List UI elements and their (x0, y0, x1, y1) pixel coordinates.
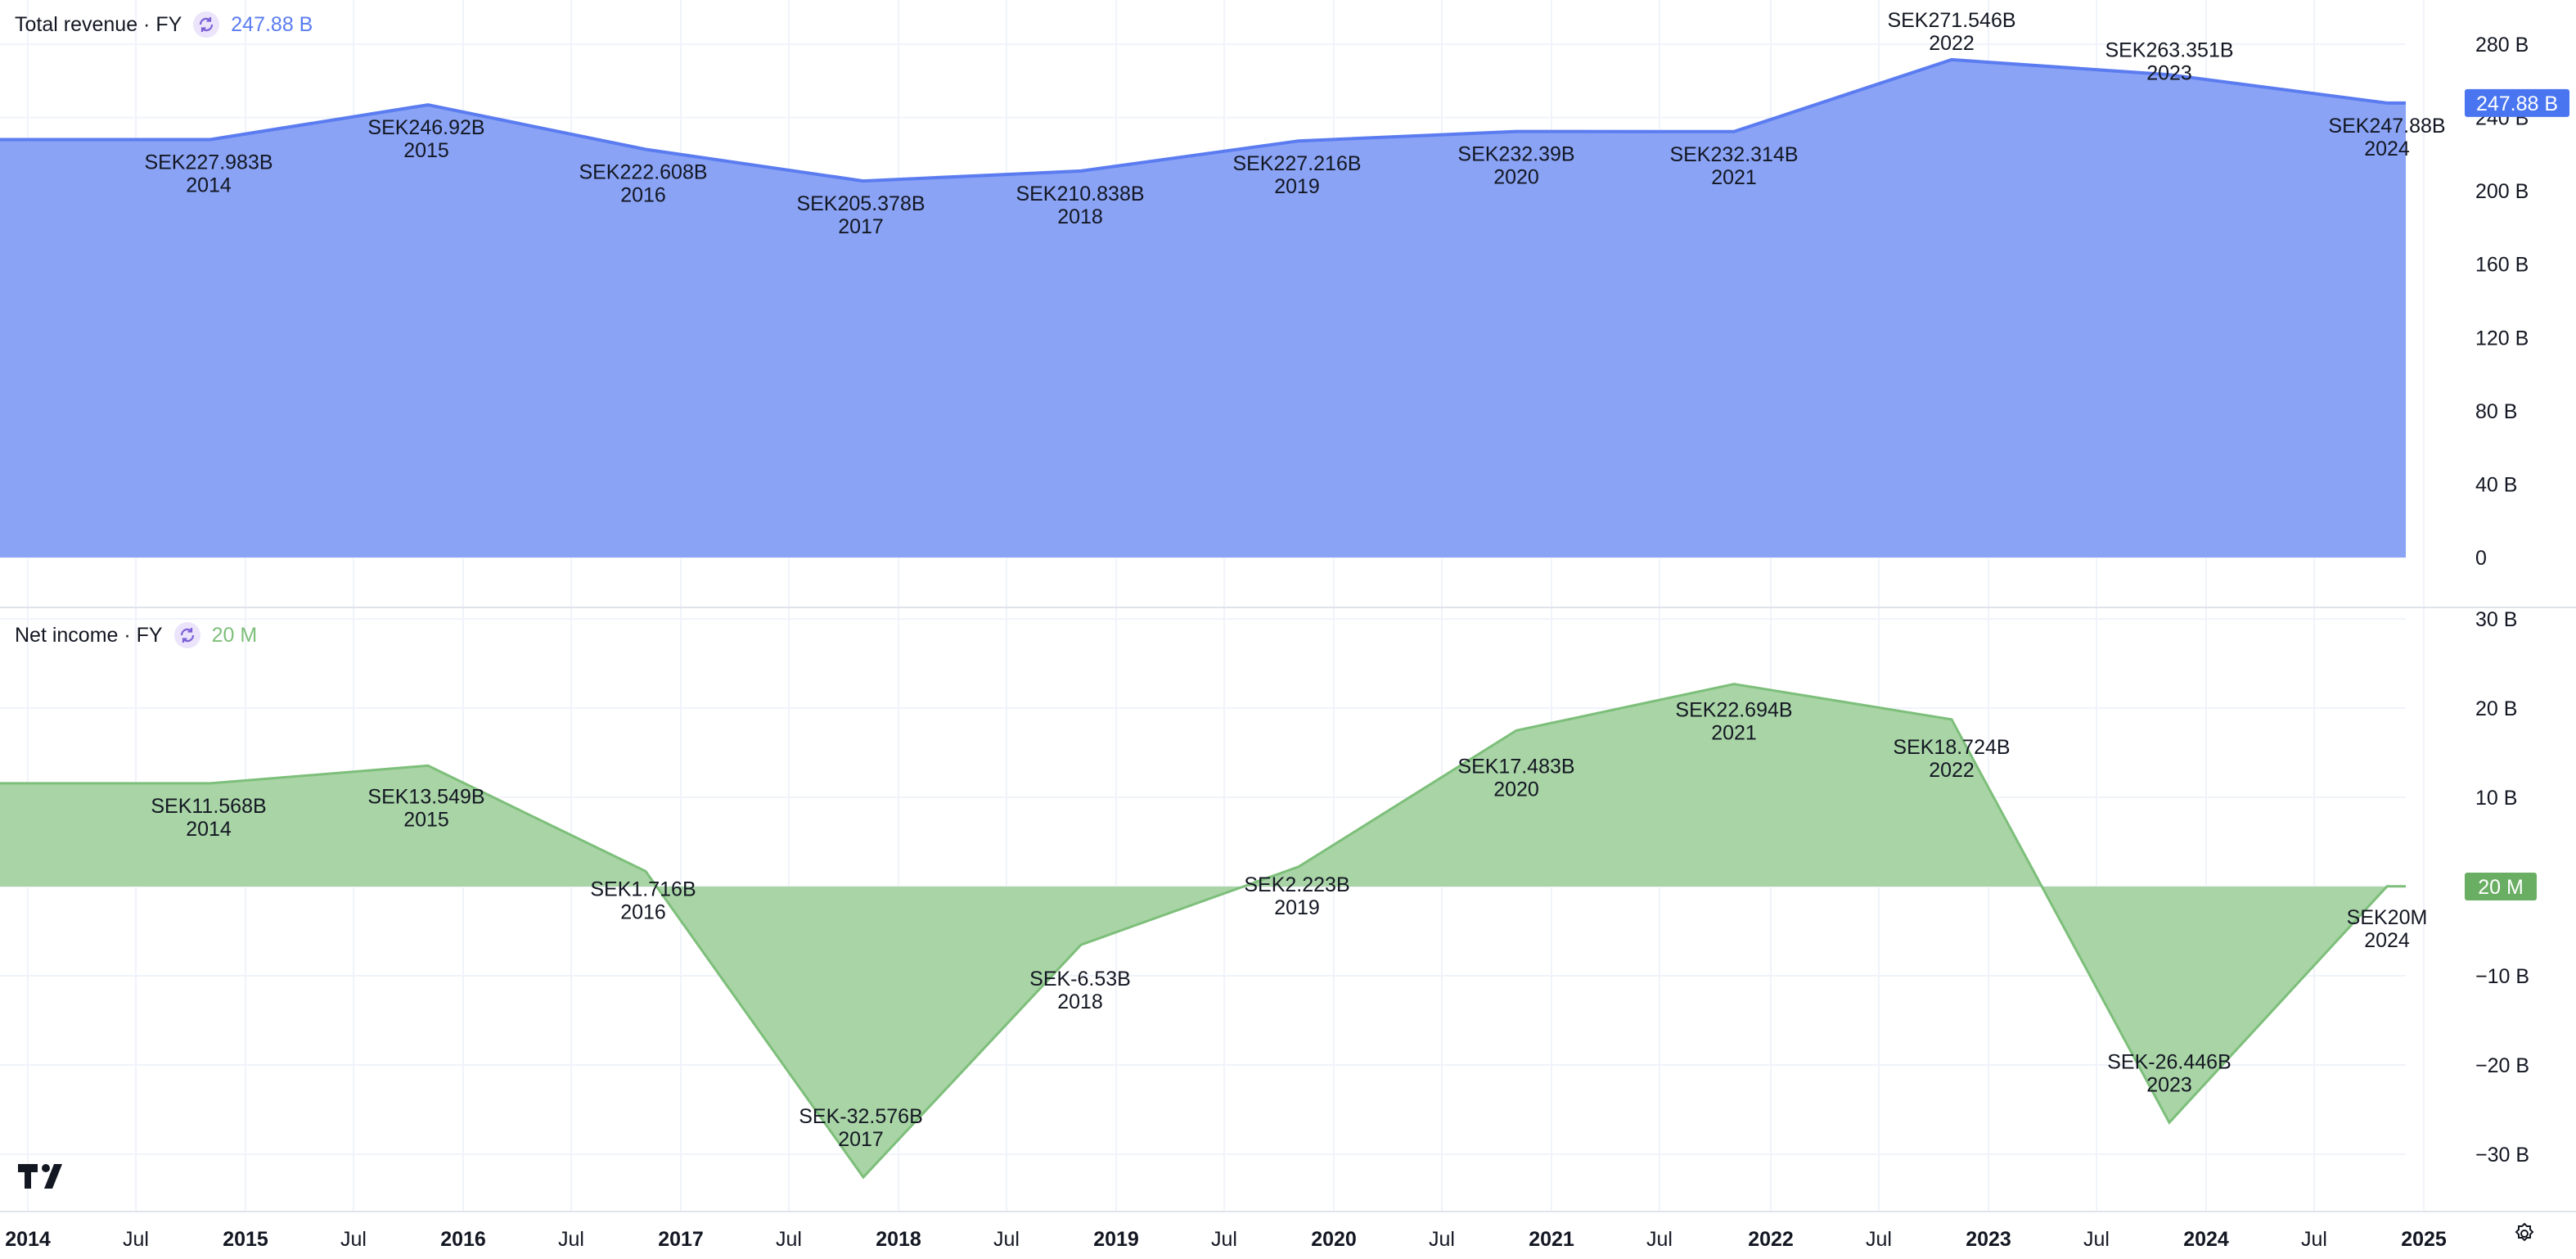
revenue-year-label: 2014 (186, 174, 232, 196)
y-tick-label: −30 B (2475, 1144, 2529, 1166)
x-tick-label: 2020 (1311, 1228, 1357, 1251)
net-income-data-label: SEK1.716B (590, 878, 696, 900)
revenue-legend-title: Total revenue · FY (15, 12, 182, 36)
net-income-data-label: SEK-26.446B (2107, 1050, 2231, 1073)
x-tick-label: Jul (776, 1228, 802, 1251)
x-tick-label: Jul (558, 1228, 584, 1251)
revenue-data-label: SEK247.88B (2328, 115, 2445, 138)
revenue-year-label: 2022 (1929, 32, 1975, 55)
x-tick-label: 2016 (440, 1228, 486, 1251)
revenue-legend: Total revenue · FY 247.88 B (15, 11, 313, 38)
revenue-area (0, 59, 2406, 557)
y-tick-label: 80 B (2475, 400, 2517, 423)
sync-icon[interactable] (173, 622, 200, 648)
net-income-line (0, 683, 2406, 1180)
revenue-year-label: 2020 (1493, 166, 1539, 189)
settings-gear-icon[interactable] (2512, 1221, 2537, 1250)
net-income-data-label: SEK20M (2347, 906, 2428, 929)
y-tick-label: 10 B (2475, 787, 2517, 810)
revenue-year-label: 2015 (403, 139, 449, 162)
revenue-price-badge-text: 247.88 B (2476, 93, 2558, 115)
revenue-data-label: SEK246.92B (367, 116, 484, 139)
net-income-year-label: 2015 (403, 808, 449, 831)
sync-icon[interactable] (193, 11, 220, 38)
y-tick-label: −20 B (2475, 1054, 2529, 1077)
x-tick-label: Jul (340, 1228, 367, 1251)
x-tick-label: Jul (1429, 1228, 1455, 1251)
revenue-year-label: 2024 (2364, 138, 2410, 160)
revenue-data-label: SEK271.546B (1887, 9, 2015, 32)
y-tick-label: 40 B (2475, 473, 2517, 496)
net-income-data-label: SEK-6.53B (1029, 968, 1131, 991)
x-tick-label: 2021 (1529, 1228, 1574, 1251)
revenue-data-label: SEK232.314B (1669, 143, 1798, 166)
x-tick-label: 2018 (876, 1228, 921, 1251)
net-income-year-label: 2018 (1057, 991, 1103, 1013)
y-tick-label: 120 B (2475, 327, 2529, 350)
x-tick-label: 2017 (658, 1228, 704, 1251)
revenue-legend-value: 247.88 B (231, 12, 313, 36)
net-income-data-label: SEK2.223B (1244, 873, 1349, 896)
y-tick-label: 20 B (2475, 697, 2517, 720)
net-income-area (0, 684, 2406, 1178)
x-tick-label: Jul (993, 1228, 1020, 1251)
revenue-price-badge (2465, 88, 2569, 117)
x-tick-label: Jul (123, 1228, 149, 1251)
x-tick-label: 2015 (223, 1228, 268, 1251)
y-tick-label: 280 B (2475, 34, 2529, 56)
net-income-year-label: 2017 (838, 1128, 884, 1151)
net-income-year-label: 2014 (186, 818, 232, 841)
revenue-year-label: 2018 (1057, 205, 1103, 228)
revenue-data-label: SEK232.39B (1457, 143, 1574, 166)
net-income-year-label: 2016 (620, 900, 666, 923)
revenue-year-label: 2023 (2146, 61, 2192, 84)
x-tick-label: Jul (1211, 1228, 1237, 1251)
net-income-year-label: 2024 (2364, 929, 2410, 952)
net-income-data-label: SEK13.549B (367, 785, 484, 808)
x-tick-label: 2025 (2401, 1228, 2447, 1251)
x-tick-label: 2022 (1748, 1228, 1794, 1251)
revenue-year-label: 2016 (620, 184, 666, 207)
y-tick-label: 200 B (2475, 180, 2529, 203)
net-income-year-label: 2023 (2146, 1073, 2192, 1096)
y-tick-label: 0 (2475, 547, 2487, 570)
revenue-year-label: 2017 (838, 215, 884, 238)
revenue-data-label: SEK210.838B (1016, 183, 1144, 205)
net-income-year-label: 2019 (1274, 896, 1320, 919)
x-tick-label: 2019 (1093, 1228, 1139, 1251)
x-tick-label: 2023 (1966, 1228, 2011, 1251)
net-income-data-label: SEK17.483B (1457, 755, 1574, 778)
revenue-data-label: SEK263.351B (2105, 38, 2233, 61)
revenue-year-label: 2019 (1274, 175, 1320, 198)
net-income-price-badge-text: 20 M (2478, 876, 2524, 899)
y-tick-label: 30 B (2475, 608, 2517, 631)
revenue-data-label: SEK227.983B (144, 151, 272, 174)
net-income-data-label: SEK11.568B (151, 795, 266, 818)
tradingview-logo-icon[interactable] (18, 1161, 70, 1193)
net-income-legend-value: 20 M (211, 623, 258, 647)
x-tick-label: 2014 (5, 1228, 51, 1251)
x-tick-label: 2024 (2183, 1228, 2229, 1251)
net-income-year-label: 2022 (1929, 759, 1975, 782)
revenue-line (0, 57, 2406, 183)
y-tick-label: −10 B (2475, 965, 2529, 988)
revenue-data-label: SEK222.608B (579, 161, 707, 184)
net-income-legend: Net income · FY 20 M (15, 622, 257, 648)
net-income-year-label: 2020 (1493, 778, 1539, 801)
x-tick-label: Jul (2301, 1228, 2327, 1251)
net-income-year-label: 2021 (1711, 722, 1757, 745)
revenue-year-label: 2021 (1711, 166, 1757, 189)
net-income-data-label: SEK22.694B (1675, 699, 1792, 722)
y-tick-label: 160 B (2475, 254, 2529, 277)
net-income-data-label: SEK-32.576B (799, 1105, 923, 1128)
revenue-data-label: SEK205.378B (796, 192, 925, 215)
x-tick-label: Jul (1866, 1228, 1892, 1251)
x-tick-label: Jul (1646, 1228, 1673, 1251)
net-income-data-label: SEK18.724B (1893, 736, 2010, 759)
x-tick-label: Jul (2083, 1228, 2110, 1251)
net-income-legend-title: Net income · FY (15, 623, 163, 647)
net-income-price-badge (2465, 873, 2537, 900)
revenue-data-label: SEK227.216B (1232, 152, 1361, 175)
